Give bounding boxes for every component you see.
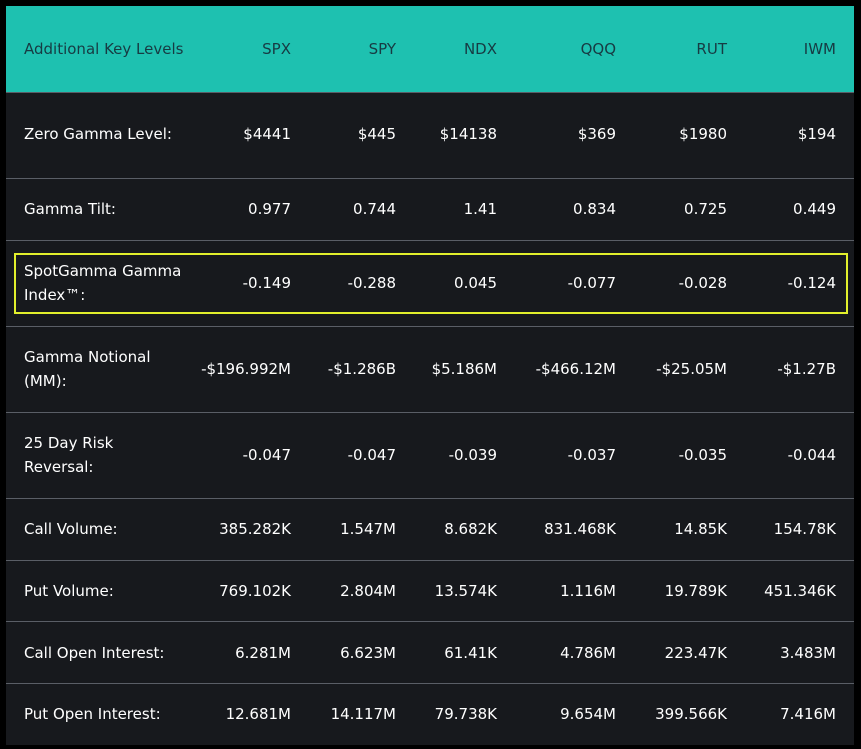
cell-rut: $1980 bbox=[679, 125, 727, 143]
cell-iwm: 154.78K bbox=[773, 520, 836, 538]
cell-spy: 14.117M bbox=[330, 705, 396, 723]
cell-rut: 14.85K bbox=[674, 520, 727, 538]
cell-spx: 12.681M bbox=[225, 705, 291, 723]
cell-spy: -$1.286B bbox=[327, 360, 396, 378]
row-label: Put Open Interest: bbox=[24, 705, 161, 723]
header-iwm: IWM bbox=[803, 40, 836, 58]
cell-spy: 2.804M bbox=[340, 582, 396, 600]
row-label: Call Open Interest: bbox=[24, 644, 165, 662]
cell-ndx: 0.045 bbox=[454, 274, 497, 292]
cell-spx: -0.047 bbox=[242, 446, 291, 464]
row-label: Call Volume: bbox=[24, 520, 118, 538]
cell-spy: $445 bbox=[357, 125, 396, 143]
cell-qqq: 0.834 bbox=[573, 200, 616, 218]
cell-iwm: -0.124 bbox=[787, 274, 836, 292]
header-spx: SPX bbox=[262, 40, 291, 58]
table-row: Put Open Interest: 12.681M 14.117M 79.73… bbox=[6, 683, 854, 745]
table-row: Gamma Notional (MM): -$196.992M -$1.286B… bbox=[6, 326, 854, 412]
cell-ndx: $5.186M bbox=[431, 360, 497, 378]
cell-rut: 19.789K bbox=[664, 582, 727, 600]
table-row: Call Open Interest: 6.281M 6.623M 61.41K… bbox=[6, 621, 854, 683]
row-label: 25 Day Risk Reversal: bbox=[24, 434, 114, 476]
cell-ndx: 79.738K bbox=[434, 705, 497, 723]
table-row: 25 Day Risk Reversal: -0.047 -0.047 -0.0… bbox=[6, 412, 854, 498]
cell-iwm: 0.449 bbox=[793, 200, 836, 218]
cell-iwm: 7.416M bbox=[780, 705, 836, 723]
row-label: SpotGamma Gamma Index™: bbox=[24, 262, 182, 304]
cell-ndx: -0.039 bbox=[448, 446, 497, 464]
table-header: Additional Key Levels SPX SPY NDX QQQ RU… bbox=[6, 6, 854, 92]
cell-qqq: $369 bbox=[577, 125, 616, 143]
cell-iwm: $194 bbox=[797, 125, 836, 143]
row-label: Put Volume: bbox=[24, 582, 114, 600]
cell-spx: -$196.992M bbox=[201, 360, 291, 378]
cell-ndx: 1.41 bbox=[463, 200, 497, 218]
cell-spy: 0.744 bbox=[353, 200, 396, 218]
cell-ndx: $14138 bbox=[439, 125, 497, 143]
cell-qqq: 4.786M bbox=[560, 644, 616, 662]
cell-qqq: -0.077 bbox=[567, 274, 616, 292]
cell-rut: 0.725 bbox=[684, 200, 727, 218]
cell-spy: 6.623M bbox=[340, 644, 396, 662]
cell-spx: 6.281M bbox=[235, 644, 291, 662]
cell-ndx: 61.41K bbox=[444, 644, 497, 662]
header-qqq: QQQ bbox=[580, 40, 616, 58]
row-label: Gamma Tilt: bbox=[24, 200, 116, 218]
cell-qqq: 9.654M bbox=[560, 705, 616, 723]
cell-iwm: -$1.27B bbox=[777, 360, 836, 378]
cell-spy: 1.547M bbox=[340, 520, 396, 538]
cell-iwm: 451.346K bbox=[764, 582, 836, 600]
cell-ndx: 8.682K bbox=[444, 520, 497, 538]
cell-spx: 385.282K bbox=[219, 520, 291, 538]
table-row: Gamma Tilt: 0.977 0.744 1.41 0.834 0.725… bbox=[6, 178, 854, 240]
row-label: Gamma Notional (MM): bbox=[24, 348, 151, 390]
cell-spx: -0.149 bbox=[242, 274, 291, 292]
table-row: Call Volume: 385.282K 1.547M 8.682K 831.… bbox=[6, 498, 854, 560]
cell-spx: $4441 bbox=[243, 125, 291, 143]
header-spy: SPY bbox=[368, 40, 396, 58]
table-row-highlighted: SpotGamma Gamma Index™: -0.149 -0.288 0.… bbox=[6, 240, 854, 326]
table-row: Zero Gamma Level: $4441 $445 $14138 $369… bbox=[6, 92, 854, 179]
cell-rut: -$25.05M bbox=[656, 360, 727, 378]
row-label: Zero Gamma Level: bbox=[24, 125, 172, 143]
cell-spx: 0.977 bbox=[248, 200, 291, 218]
header-rut: RUT bbox=[696, 40, 727, 58]
cell-qqq: 831.468K bbox=[544, 520, 616, 538]
cell-rut: -0.035 bbox=[678, 446, 727, 464]
cell-spy: -0.288 bbox=[347, 274, 396, 292]
cell-spx: 769.102K bbox=[219, 582, 291, 600]
cell-qqq: -0.037 bbox=[567, 446, 616, 464]
cell-rut: 223.47K bbox=[664, 644, 727, 662]
cell-ndx: 13.574K bbox=[434, 582, 497, 600]
cell-rut: 399.566K bbox=[655, 705, 727, 723]
header-label: Additional Key Levels bbox=[24, 40, 184, 58]
header-ndx: NDX bbox=[463, 40, 497, 58]
cell-spy: -0.047 bbox=[347, 446, 396, 464]
key-levels-table: Additional Key Levels SPX SPY NDX QQQ RU… bbox=[6, 6, 854, 745]
cell-qqq: 1.116M bbox=[560, 582, 616, 600]
table-row: Put Volume: 769.102K 2.804M 13.574K 1.11… bbox=[6, 560, 854, 622]
cell-qqq: -$466.12M bbox=[535, 360, 616, 378]
cell-rut: -0.028 bbox=[678, 274, 727, 292]
cell-iwm: -0.044 bbox=[787, 446, 836, 464]
cell-iwm: 3.483M bbox=[780, 644, 836, 662]
